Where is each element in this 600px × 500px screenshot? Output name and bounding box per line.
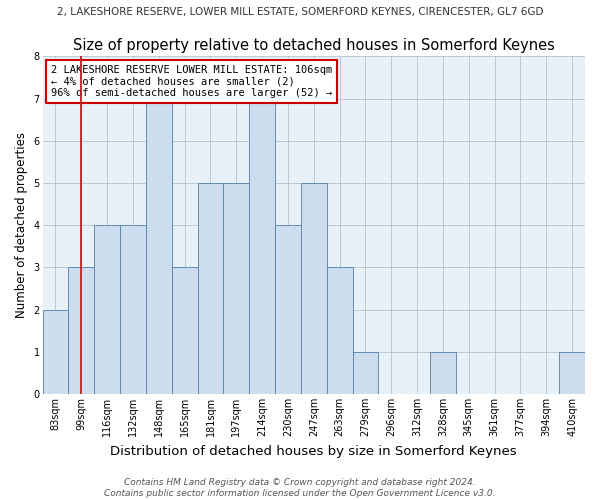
Bar xyxy=(327,268,353,394)
Bar xyxy=(301,183,327,394)
X-axis label: Distribution of detached houses by size in Somerford Keynes: Distribution of detached houses by size … xyxy=(110,444,517,458)
Y-axis label: Number of detached properties: Number of detached properties xyxy=(15,132,28,318)
Text: 2, LAKESHORE RESERVE, LOWER MILL ESTATE, SOMERFORD KEYNES, CIRENCESTER, GL7 6GD: 2, LAKESHORE RESERVE, LOWER MILL ESTATE,… xyxy=(57,8,543,18)
Title: Size of property relative to detached houses in Somerford Keynes: Size of property relative to detached ho… xyxy=(73,38,555,52)
Bar xyxy=(223,183,249,394)
Bar xyxy=(275,225,301,394)
Text: 2 LAKESHORE RESERVE LOWER MILL ESTATE: 106sqm
← 4% of detached houses are smalle: 2 LAKESHORE RESERVE LOWER MILL ESTATE: 1… xyxy=(51,65,332,98)
Bar xyxy=(43,310,68,394)
Bar xyxy=(559,352,585,394)
Bar xyxy=(172,268,197,394)
Bar xyxy=(146,98,172,394)
Bar xyxy=(68,268,94,394)
Bar xyxy=(94,225,120,394)
Bar xyxy=(430,352,456,394)
Bar xyxy=(353,352,379,394)
Bar xyxy=(120,225,146,394)
Bar xyxy=(249,98,275,394)
Bar xyxy=(197,183,223,394)
Text: Contains HM Land Registry data © Crown copyright and database right 2024.
Contai: Contains HM Land Registry data © Crown c… xyxy=(104,478,496,498)
